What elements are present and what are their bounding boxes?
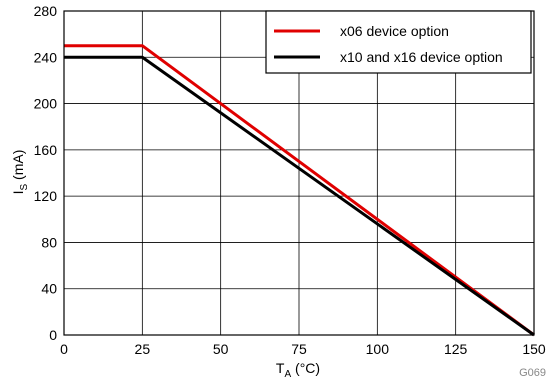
x-tick-label: 50 bbox=[213, 341, 229, 357]
y-tick-label: 80 bbox=[41, 234, 57, 250]
y-axis-label-subscript: S bbox=[19, 184, 30, 191]
figure-code: G069 bbox=[519, 367, 546, 379]
y-tick-label: 120 bbox=[34, 188, 58, 204]
legend: x06 device option x10 and x16 device opt… bbox=[265, 10, 532, 74]
x-axis-label-unit: (°C) bbox=[291, 360, 320, 376]
y-tick-label: 200 bbox=[34, 96, 58, 112]
x-tick-label: 150 bbox=[522, 341, 546, 357]
y-tick-label: 280 bbox=[34, 3, 58, 19]
x-axis-label: TA (°C) bbox=[276, 360, 320, 380]
y-axis-label: IS (mA) bbox=[10, 150, 30, 195]
tick-labels: 0 25 50 75 100 125 150 0 40 80 120 160 200 240 280 bbox=[34, 3, 546, 357]
y-tick-label: 40 bbox=[41, 281, 57, 297]
legend-label-x10-x16: x10 and x16 device option bbox=[340, 49, 503, 65]
legend-label-x06: x06 device option bbox=[340, 23, 449, 39]
legend-box bbox=[265, 10, 532, 74]
x-tick-label: 0 bbox=[60, 341, 68, 357]
x-tick-label: 125 bbox=[444, 341, 468, 357]
x-tick-label: 100 bbox=[366, 341, 390, 357]
y-tick-label: 240 bbox=[34, 49, 58, 65]
series-line-x10-x16 bbox=[64, 55, 535, 337]
y-tick-label: 0 bbox=[49, 327, 57, 343]
x-axis-label-subscript: A bbox=[284, 369, 291, 380]
x-tick-label: 25 bbox=[135, 341, 151, 357]
series-line-x06 bbox=[64, 44, 535, 337]
y-axis-label-main: I bbox=[10, 191, 26, 195]
series-lines bbox=[64, 44, 535, 337]
x-axis-label-main: T bbox=[276, 360, 285, 376]
y-tick-label: 160 bbox=[34, 142, 58, 158]
y-axis-label-unit: (mA) bbox=[10, 150, 26, 184]
x-tick-label: 75 bbox=[291, 341, 307, 357]
